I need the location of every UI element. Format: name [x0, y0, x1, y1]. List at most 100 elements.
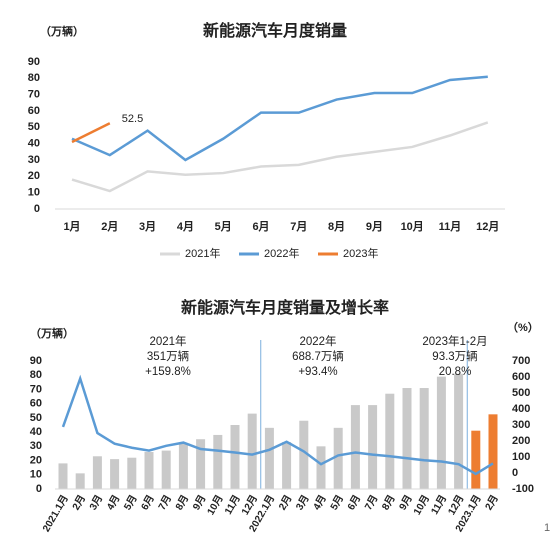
- y-tick-label: 40: [28, 138, 40, 150]
- x-tick-label: 10月: [411, 493, 432, 517]
- x-tick-label: 6月: [345, 493, 363, 512]
- x-tick-label: 10月: [401, 220, 424, 233]
- y2-tick-label: 200: [512, 435, 530, 447]
- x-tick-label: 3月: [139, 220, 156, 233]
- bar: [247, 413, 257, 489]
- x-tick-label: 5月: [122, 493, 140, 512]
- y-tick-label: 80: [28, 72, 40, 84]
- line: [71, 122, 111, 144]
- annotation: 20.8%: [439, 366, 472, 378]
- annotation: 93.3万辆: [432, 349, 477, 363]
- bar: [471, 430, 481, 489]
- line: [71, 75, 488, 162]
- x-tick-label: 5月: [328, 493, 346, 512]
- y2-tick-label: 600: [512, 371, 530, 383]
- annotation: 2023年1-2月: [422, 334, 487, 348]
- bar: [368, 405, 378, 489]
- y2-axis-label: （%）: [507, 321, 539, 334]
- x-tick-label: 7月: [362, 493, 380, 512]
- bar: [402, 388, 412, 489]
- y2-tick-label: 0: [512, 467, 518, 479]
- legend-label: 2021年: [185, 246, 220, 260]
- annotation: +93.4%: [298, 366, 337, 378]
- y-tick-label: 90: [28, 56, 40, 68]
- bar: [58, 463, 68, 489]
- bar: [75, 473, 85, 489]
- bar: [264, 427, 274, 489]
- y-tick-label: 60: [28, 105, 40, 117]
- bar: [454, 373, 464, 489]
- x-tick-label: 12月: [476, 220, 499, 233]
- y-axis-label: （万辆）: [40, 24, 84, 38]
- annotation: +159.8%: [145, 366, 191, 378]
- y2-tick-label: 300: [512, 419, 530, 431]
- bar: [385, 393, 395, 489]
- bar: [92, 456, 102, 489]
- x-tick-label: 8月: [173, 493, 191, 512]
- bar: [230, 425, 240, 489]
- line: [71, 121, 489, 193]
- legend-label: 2023年: [343, 246, 378, 260]
- y2-tick-label: 700: [512, 355, 530, 367]
- x-tick-label: 7月: [156, 493, 174, 512]
- bar: [316, 446, 326, 489]
- x-tick-label: 11月: [439, 220, 462, 233]
- bar: [127, 457, 137, 489]
- y-tick-label: 20: [30, 454, 42, 466]
- y-tick-label: 90: [30, 355, 42, 367]
- y-tick-label: 30: [28, 154, 40, 166]
- x-tick-label: 5月: [215, 220, 232, 233]
- y2-tick-label: 400: [512, 403, 530, 415]
- bar: [196, 439, 206, 489]
- bar: [144, 452, 154, 489]
- bar: [488, 414, 498, 489]
- line: [61, 374, 494, 476]
- y-tick-label: 10: [30, 469, 42, 481]
- y2-tick-label: 100: [512, 451, 530, 463]
- x-tick-label: 3月: [294, 493, 312, 512]
- y-tick-label: 60: [30, 398, 42, 410]
- y-axis-label: （万辆）: [30, 326, 74, 340]
- y2-tick-label: -100: [512, 483, 534, 495]
- bar: [436, 376, 446, 489]
- x-tick-label: 2021.1月: [40, 493, 71, 534]
- x-tick-label: 4月: [104, 493, 122, 512]
- y-tick-label: 10: [28, 187, 40, 199]
- x-tick-label: 8月: [328, 220, 345, 233]
- data-label: 52.5: [122, 113, 143, 125]
- x-tick-label: 10月: [205, 493, 226, 517]
- bar: [419, 388, 429, 489]
- x-tick-label: 2月: [101, 220, 118, 233]
- annotation: 2021年: [149, 334, 186, 348]
- x-tick-label: 2月: [70, 493, 88, 512]
- bar: [161, 450, 171, 489]
- x-tick-label: 11月: [429, 493, 450, 517]
- bar: [110, 459, 120, 489]
- y-tick-label: 50: [30, 412, 42, 424]
- chart-title: 新能源汽车月度销量: [203, 21, 347, 40]
- x-tick-label: 4月: [177, 220, 194, 233]
- y-tick-label: 70: [28, 89, 40, 101]
- page-number: 1: [544, 522, 550, 534]
- y-tick-label: 20: [28, 170, 40, 182]
- x-tick-label: 11月: [222, 493, 243, 517]
- x-tick-label: 1月: [63, 220, 80, 233]
- bar: [213, 434, 223, 489]
- y-tick-label: 30: [30, 440, 42, 452]
- bar: [333, 427, 343, 489]
- x-tick-label: 7月: [290, 220, 307, 233]
- y-tick-label: 0: [34, 203, 40, 215]
- bar: [178, 443, 188, 489]
- y-tick-label: 80: [30, 369, 42, 381]
- y2-tick-label: 500: [512, 387, 530, 399]
- x-tick-label: 4月: [311, 493, 329, 512]
- bar: [350, 405, 360, 489]
- y-tick-label: 50: [28, 121, 40, 133]
- bar: [282, 442, 292, 489]
- x-tick-label: 6月: [252, 220, 269, 233]
- x-tick-label: 8月: [380, 493, 398, 512]
- y-tick-label: 40: [30, 426, 42, 438]
- annotation: 2022年: [299, 334, 336, 348]
- y-tick-label: 70: [30, 383, 42, 395]
